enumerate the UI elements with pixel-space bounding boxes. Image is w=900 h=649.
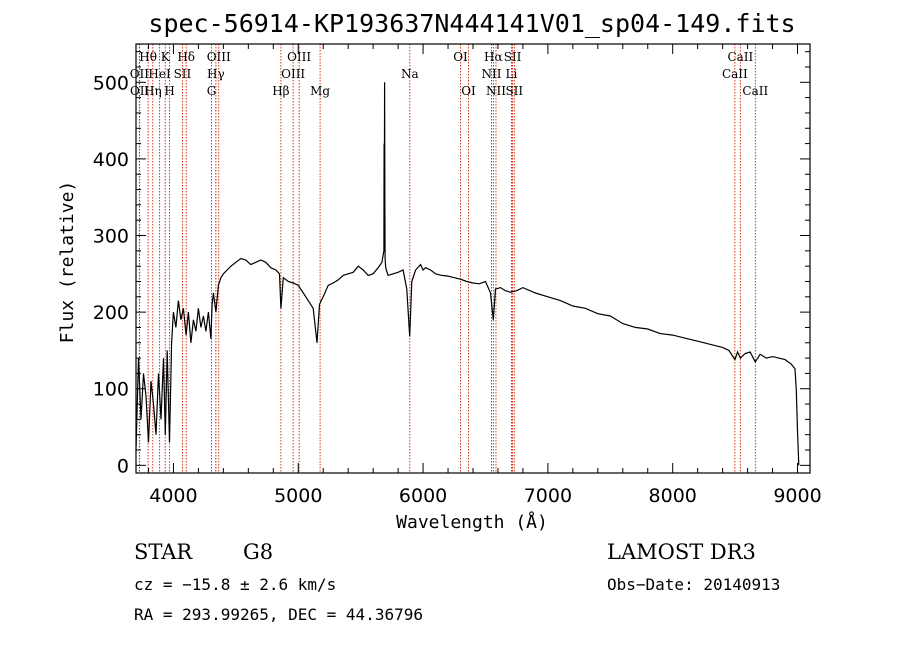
line-label: OI bbox=[461, 84, 476, 98]
object-subclass: G8 bbox=[243, 540, 273, 564]
line-label: NII bbox=[486, 84, 506, 98]
line-label: OII bbox=[130, 67, 150, 81]
y-tick-label: 500 bbox=[93, 72, 129, 94]
coordinates: RA = 293.99265, DEC = 44.36796 bbox=[134, 605, 423, 624]
y-tick-label: 0 bbox=[117, 455, 129, 477]
line-label: Hβ bbox=[272, 84, 289, 98]
redshift-cz: cz = −15.8 ± 2.6 km/s bbox=[134, 575, 336, 594]
spectrum-series-line bbox=[135, 82, 800, 466]
line-label: SII bbox=[174, 67, 192, 81]
y-tick-label: 400 bbox=[93, 149, 129, 171]
line-label: Li bbox=[506, 67, 518, 81]
plot-frame bbox=[135, 43, 811, 474]
line-label: OIII bbox=[207, 50, 231, 64]
y-tick-label: 100 bbox=[93, 379, 129, 401]
x-tick-label: 8000 bbox=[649, 485, 697, 507]
line-label: Mg bbox=[310, 84, 330, 98]
line-label: Na bbox=[401, 67, 419, 81]
x-tick-label: 9000 bbox=[773, 485, 821, 507]
line-label: CaII bbox=[722, 67, 748, 81]
line-label: Hη bbox=[144, 84, 162, 98]
y-axis-ticks: 0 100 200 300 400 500 bbox=[93, 51, 810, 477]
x-tick-label: 7000 bbox=[524, 485, 572, 507]
line-label: H bbox=[164, 84, 174, 98]
x-axis-label: Wavelength (Å) bbox=[396, 511, 548, 533]
x-tick-label: 4000 bbox=[149, 485, 197, 507]
line-label: OI bbox=[453, 50, 468, 64]
line-label: Hα bbox=[484, 50, 503, 64]
line-label: OIII bbox=[287, 50, 311, 64]
line-label: K bbox=[161, 50, 171, 64]
line-label: Hθ bbox=[139, 50, 157, 64]
line-label: Hδ bbox=[177, 50, 195, 64]
object-class: STAR bbox=[134, 540, 193, 564]
chart-title: spec-56914-KP193637N444141V01_sp04-149.f… bbox=[148, 9, 795, 38]
line-label: CaII bbox=[727, 50, 753, 64]
line-label: NII bbox=[481, 67, 501, 81]
line-label: CaII bbox=[742, 84, 768, 98]
y-tick-label: 300 bbox=[93, 226, 129, 248]
survey-name: LAMOST DR3 bbox=[607, 540, 756, 564]
line-label: OIII bbox=[281, 67, 305, 81]
y-tick-label: 200 bbox=[93, 302, 129, 324]
x-tick-label: 6000 bbox=[399, 485, 447, 507]
x-tick-label: 5000 bbox=[274, 485, 322, 507]
spectral-line-markers bbox=[138, 44, 756, 473]
obs-date: Obs−Date: 20140913 bbox=[607, 575, 780, 594]
y-axis-label: Flux (relative) bbox=[57, 181, 78, 344]
line-label: SII bbox=[504, 50, 522, 64]
line-label: Hγ bbox=[207, 67, 225, 81]
line-label: OII bbox=[130, 84, 150, 98]
x-axis-ticks: 4000 5000 6000 7000 8000 9000 bbox=[147, 44, 822, 507]
line-label: SII bbox=[505, 84, 523, 98]
line-label: G bbox=[207, 84, 217, 98]
line-label: HeI bbox=[148, 67, 171, 81]
